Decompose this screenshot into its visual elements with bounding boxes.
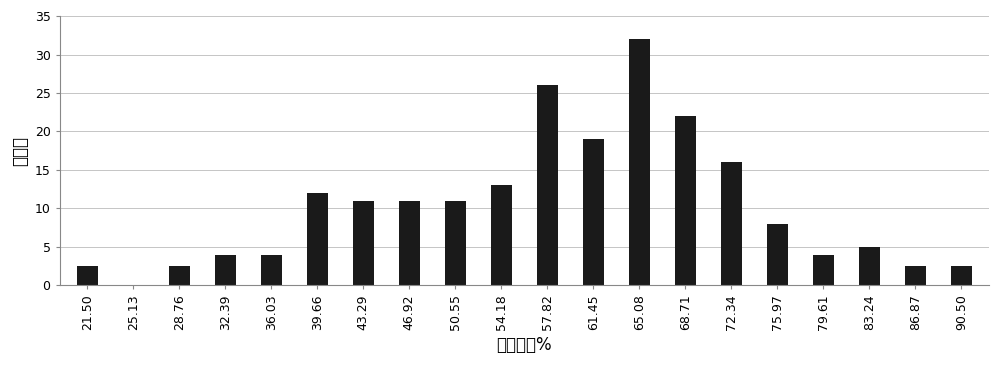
Bar [445,201,466,285]
Bar [859,247,880,285]
Bar [77,266,98,285]
Bar [675,116,696,285]
Bar [767,224,788,285]
Bar [537,85,558,285]
Bar [721,162,742,285]
Bar [261,254,282,285]
Bar [215,254,236,285]
Bar [353,201,374,285]
Bar [307,193,328,285]
Bar [813,254,834,285]
X-axis label: 存活株率%: 存活株率% [496,336,552,354]
Bar [399,201,420,285]
Bar [169,266,190,285]
Y-axis label: 株系数: 株系数 [11,136,29,166]
Bar [491,185,512,285]
Bar [629,39,650,285]
Bar [905,266,926,285]
Bar [583,139,604,285]
Bar [951,266,972,285]
